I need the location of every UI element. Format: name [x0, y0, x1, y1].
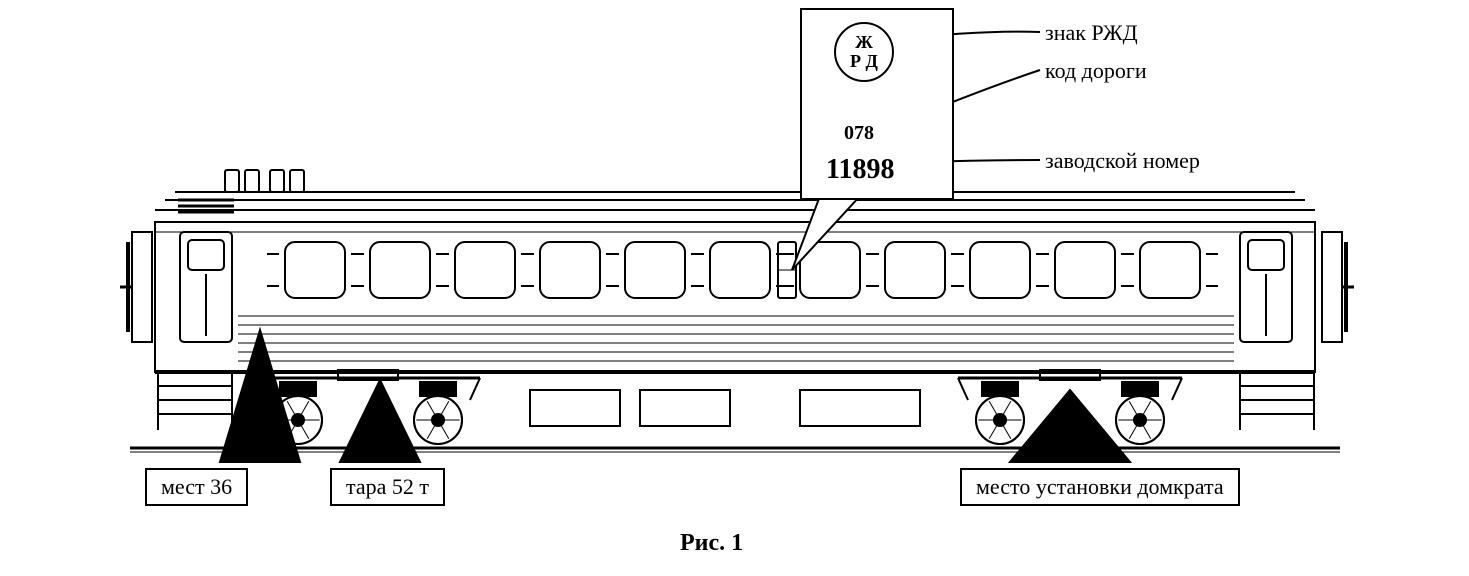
callout-rzd-sign: знак РЖД — [1045, 20, 1138, 46]
rzd-logo-bottom: Р Д — [850, 52, 878, 71]
callout-road-code: код дороги — [1045, 58, 1147, 84]
label-tare: тара 52 т — [330, 468, 445, 506]
diagram-canvas: Ж Р Д 078 11898 знак РЖД код дороги заво… — [0, 0, 1469, 576]
figure-caption: Рис. 1 — [680, 530, 743, 557]
rzd-logo: Ж Р Д — [834, 22, 894, 82]
rzd-logo-top: Ж — [855, 33, 873, 52]
serial-number-value: 11898 — [826, 154, 894, 186]
label-seats: мест 36 — [145, 468, 248, 506]
label-jack-position: место установки домкрата — [960, 468, 1240, 506]
road-code-value: 078 — [844, 122, 874, 145]
callout-serial: заводской номер — [1045, 148, 1200, 174]
info-placard: Ж Р Д 078 11898 — [800, 8, 954, 200]
